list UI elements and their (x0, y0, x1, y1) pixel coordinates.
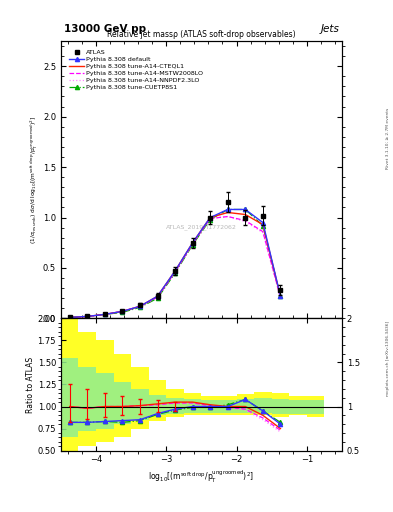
Pythia 8.308 tune-A14-CTEQL1 (261, 222, 265, 228)
Pythia 8.308 tune-A14-MSTW2008LO (120, 308, 125, 314)
Text: Rivet 3.1.10; ≥ 2.7M events: Rivet 3.1.10; ≥ 2.7M events (386, 108, 390, 169)
Pythia 8.308 tune-CUETP8S1 (103, 311, 107, 317)
Pythia 8.308 tune-CUETP8S1 (278, 293, 283, 300)
Pythia 8.308 tune-CUETP8S1 (190, 242, 195, 248)
Line: Pythia 8.308 tune-A14-CTEQL1: Pythia 8.308 tune-A14-CTEQL1 (70, 212, 281, 317)
Pythia 8.308 tune-A14-CTEQL1 (85, 313, 90, 319)
Line: Pythia 8.308 tune-A14-NNPDF2.3LO: Pythia 8.308 tune-A14-NNPDF2.3LO (70, 217, 281, 317)
Pythia 8.308 tune-CUETP8S1 (155, 295, 160, 302)
Pythia 8.308 default (120, 308, 125, 314)
Pythia 8.308 tune-CUETP8S1 (226, 206, 230, 212)
Pythia 8.308 tune-A14-NNPDF2.3LO (243, 219, 248, 225)
Pythia 8.308 default (85, 313, 90, 319)
Pythia 8.308 tune-A14-MSTW2008LO (278, 294, 283, 301)
Pythia 8.308 tune-CUETP8S1 (120, 309, 125, 315)
Pythia 8.308 tune-A14-CTEQL1 (103, 311, 107, 317)
Pythia 8.308 tune-A14-NNPDF2.3LO (138, 303, 142, 309)
Line: Pythia 8.308 default: Pythia 8.308 default (68, 207, 283, 319)
Pythia 8.308 tune-A14-MSTW2008LO (173, 269, 177, 275)
Pythia 8.308 default (67, 314, 72, 321)
Pythia 8.308 default (190, 240, 195, 246)
Pythia 8.308 tune-A14-MSTW2008LO (261, 228, 265, 234)
Pythia 8.308 tune-A14-CTEQL1 (138, 303, 142, 309)
Pythia 8.308 tune-A14-NNPDF2.3LO (67, 314, 72, 321)
Pythia 8.308 tune-A14-NNPDF2.3LO (261, 229, 265, 236)
Pythia 8.308 tune-A14-CTEQL1 (155, 293, 160, 300)
Pythia 8.308 tune-A14-MSTW2008LO (190, 241, 195, 247)
Pythia 8.308 tune-A14-MSTW2008LO (85, 313, 90, 319)
Pythia 8.308 tune-A14-NNPDF2.3LO (155, 294, 160, 301)
Pythia 8.308 tune-A14-MSTW2008LO (226, 214, 230, 220)
Pythia 8.308 tune-A14-NNPDF2.3LO (85, 313, 90, 319)
Pythia 8.308 tune-A14-MSTW2008LO (155, 294, 160, 301)
Pythia 8.308 tune-A14-NNPDF2.3LO (103, 311, 107, 317)
X-axis label: log$_{10}$[(m$^{\mathrm{soft\ drop}}$/p$_\mathrm{T}^{\mathrm{ungroomed}}$)$^2$]: log$_{10}$[(m$^{\mathrm{soft\ drop}}$/p$… (149, 468, 254, 485)
Pythia 8.308 tune-A14-MSTW2008LO (208, 216, 213, 222)
Line: Pythia 8.308 tune-CUETP8S1: Pythia 8.308 tune-CUETP8S1 (68, 207, 283, 319)
Pythia 8.308 default (138, 303, 142, 309)
Y-axis label: $(1/\sigma_{\mathrm{resumb}})$ d$\sigma$/d log$_{10}$[(m$^{\mathrm{soft\ drop}}$: $(1/\sigma_{\mathrm{resumb}})$ d$\sigma$… (29, 115, 40, 244)
Pythia 8.308 default (243, 206, 248, 212)
Pythia 8.308 tune-A14-NNPDF2.3LO (190, 241, 195, 247)
Pythia 8.308 tune-A14-MSTW2008LO (138, 303, 142, 309)
Y-axis label: Ratio to ATLAS: Ratio to ATLAS (26, 356, 35, 413)
Pythia 8.308 tune-CUETP8S1 (261, 223, 265, 229)
Pythia 8.308 default (208, 215, 213, 221)
Text: Jets: Jets (320, 24, 339, 34)
Pythia 8.308 default (261, 220, 265, 226)
Pythia 8.308 tune-CUETP8S1 (67, 314, 72, 321)
Pythia 8.308 tune-A14-CTEQL1 (226, 209, 230, 216)
Pythia 8.308 tune-CUETP8S1 (243, 206, 248, 212)
Pythia 8.308 tune-A14-NNPDF2.3LO (208, 216, 213, 222)
Pythia 8.308 tune-A14-CTEQL1 (173, 268, 177, 274)
Legend: ATLAS, Pythia 8.308 default, Pythia 8.308 tune-A14-CTEQL1, Pythia 8.308 tune-A14: ATLAS, Pythia 8.308 default, Pythia 8.30… (67, 47, 206, 93)
Pythia 8.308 tune-A14-CTEQL1 (67, 314, 72, 321)
Pythia 8.308 tune-A14-CTEQL1 (120, 308, 125, 314)
Pythia 8.308 default (103, 311, 107, 317)
Pythia 8.308 tune-A14-NNPDF2.3LO (278, 295, 283, 302)
Pythia 8.308 tune-A14-NNPDF2.3LO (226, 214, 230, 220)
Pythia 8.308 tune-A14-MSTW2008LO (103, 311, 107, 317)
Pythia 8.308 tune-A14-CTEQL1 (208, 215, 213, 221)
Pythia 8.308 tune-CUETP8S1 (85, 313, 90, 319)
Text: 13000 GeV pp: 13000 GeV pp (64, 24, 146, 34)
Pythia 8.308 tune-CUETP8S1 (208, 217, 213, 223)
Line: Pythia 8.308 tune-A14-MSTW2008LO: Pythia 8.308 tune-A14-MSTW2008LO (70, 217, 281, 317)
Pythia 8.308 tune-CUETP8S1 (173, 270, 177, 276)
Pythia 8.308 tune-A14-CTEQL1 (243, 211, 248, 218)
Pythia 8.308 default (226, 206, 230, 212)
Pythia 8.308 tune-A14-NNPDF2.3LO (120, 308, 125, 314)
Pythia 8.308 default (173, 268, 177, 274)
Pythia 8.308 tune-A14-CTEQL1 (190, 240, 195, 246)
Pythia 8.308 tune-A14-NNPDF2.3LO (173, 269, 177, 275)
Text: mcplots.cern.ch [arXiv:1306.3436]: mcplots.cern.ch [arXiv:1306.3436] (386, 321, 390, 396)
Pythia 8.308 tune-A14-CTEQL1 (278, 293, 283, 300)
Text: ATLAS_2019_I1772062: ATLAS_2019_I1772062 (166, 224, 237, 230)
Pythia 8.308 tune-A14-MSTW2008LO (243, 218, 248, 224)
Title: Relative jet massρ (ATLAS soft-drop observables): Relative jet massρ (ATLAS soft-drop obse… (107, 30, 296, 39)
Pythia 8.308 tune-CUETP8S1 (138, 304, 142, 310)
Pythia 8.308 default (155, 293, 160, 300)
Pythia 8.308 default (278, 293, 283, 300)
Pythia 8.308 tune-A14-MSTW2008LO (67, 314, 72, 321)
